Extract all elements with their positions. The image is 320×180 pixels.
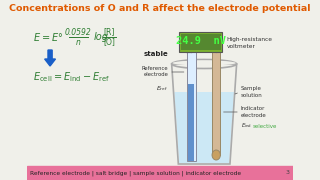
- Text: Reference electrode | salt bridge | sample solution | indicator electrode: Reference electrode | salt bridge | samp…: [30, 170, 241, 176]
- Bar: [212, 42, 220, 155]
- Polygon shape: [174, 92, 234, 163]
- Bar: [187, 42, 196, 161]
- Text: [O]: [O]: [103, 37, 115, 46]
- Ellipse shape: [172, 60, 236, 66]
- Text: voltmeter: voltmeter: [227, 44, 255, 48]
- Text: selective: selective: [252, 123, 277, 129]
- Text: $E_\mathrm{ind}$: $E_\mathrm{ind}$: [241, 122, 252, 130]
- Text: High-resistance: High-resistance: [227, 37, 273, 42]
- Text: [R]: [R]: [103, 28, 115, 37]
- Text: $E_\mathrm{cell} = E_\mathrm{ind} - E_\mathrm{ref}$: $E_\mathrm{cell} = E_\mathrm{ind} - E_\m…: [33, 70, 110, 84]
- Text: Reference
electrode: Reference electrode: [142, 66, 168, 77]
- Text: $E_\mathrm{ref}$: $E_\mathrm{ref}$: [156, 84, 168, 93]
- Bar: [179, 32, 222, 52]
- Bar: [181, 34, 221, 50]
- Bar: [188, 84, 194, 161]
- Bar: [27, 166, 293, 180]
- Text: 24.9  nV: 24.9 nV: [176, 36, 226, 46]
- Text: $E = E°\ -$: $E = E°\ -$: [33, 31, 77, 43]
- Text: 0.0592: 0.0592: [65, 28, 92, 37]
- Text: log: log: [93, 32, 108, 42]
- Text: stable: stable: [144, 51, 168, 57]
- FancyArrow shape: [45, 50, 55, 66]
- Text: Concentrations of O and R affect the electrode potential: Concentrations of O and R affect the ele…: [9, 4, 311, 13]
- Text: Sample
solution: Sample solution: [241, 86, 262, 98]
- Text: n: n: [76, 37, 81, 46]
- Text: 3: 3: [285, 170, 289, 175]
- Ellipse shape: [212, 150, 220, 160]
- Text: Indicator
electrode: Indicator electrode: [241, 106, 267, 118]
